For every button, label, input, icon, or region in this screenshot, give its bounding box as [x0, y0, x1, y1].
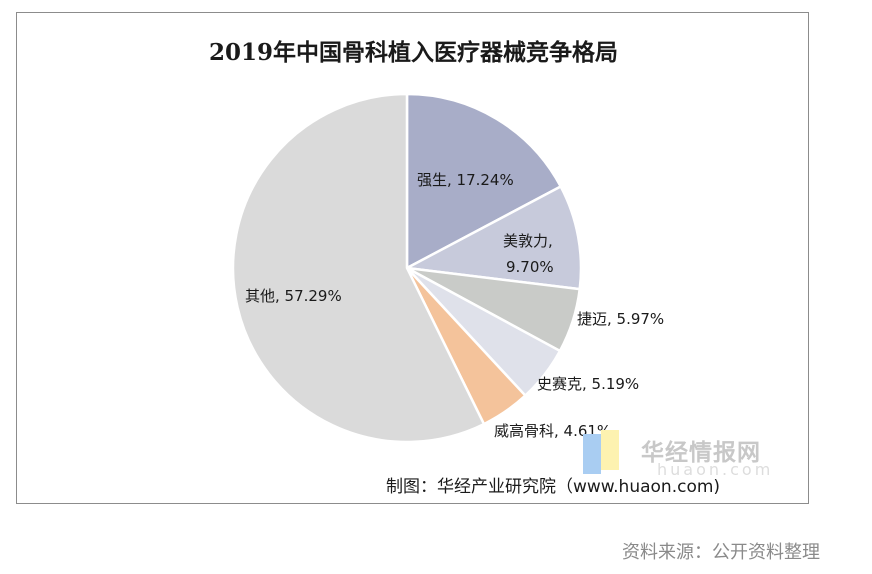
watermark-logo-bar-yellow — [601, 430, 619, 470]
watermark-text: 华经情报网 — [641, 440, 761, 466]
pie-slice-5 — [231, 92, 486, 444]
chart-title: 2019年中国骨科植入医疗器械竞争格局 — [208, 39, 618, 66]
watermark-url: huaon.com — [657, 460, 774, 479]
slice-label-5: 其他, 57.29% — [245, 287, 342, 305]
source-note: 资料来源：公开资料整理 — [622, 542, 820, 563]
slice-label-0: 强生, 17.24% — [417, 171, 514, 189]
watermark-logo-bar-blue — [583, 434, 601, 474]
slice-label-2: 捷迈, 5.97% — [577, 310, 664, 328]
slice-label-1: 美敦力, 9.70% — [503, 232, 554, 276]
watermark-logo — [583, 430, 635, 474]
pie-slice-0 — [405, 92, 562, 270]
pie-slice-1 — [405, 185, 583, 291]
chart-frame: 2019年中国骨科植入医疗器械竞争格局 强生, 17.24% 美敦力, 9.70% 捷… — [16, 12, 809, 504]
slice-label-3: 史赛克, 5.19% — [537, 375, 639, 393]
pie-chart: 强生, 17.24% 美敦力, 9.70% 捷迈, 5.97% 史赛克, 5.19% 威高… — [231, 92, 664, 444]
slice-label-4: 威高骨科, 4.61% — [494, 422, 611, 440]
chart-credit: 制图：华经产业研究院（www.huaon.com) — [386, 477, 721, 497]
